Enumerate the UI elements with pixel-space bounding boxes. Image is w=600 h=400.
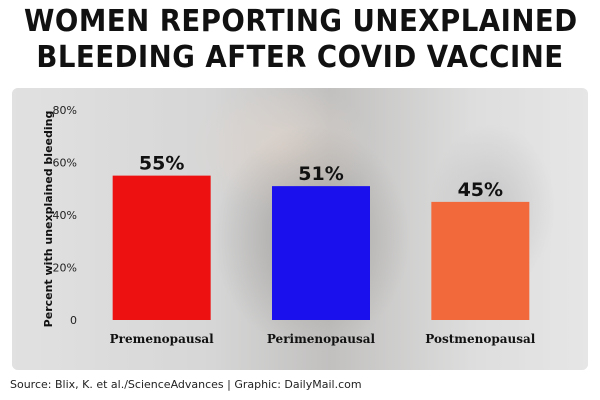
value-label: 45% <box>458 179 503 201</box>
x-tick-label: Perimenopausal <box>267 332 376 346</box>
bar <box>431 201 530 320</box>
y-tick-label: 20% <box>53 262 77 275</box>
value-label: 55% <box>139 153 184 175</box>
value-labels: 55% 51% 45% <box>139 153 503 201</box>
y-tick-label: 40% <box>53 209 77 222</box>
x-tick-label: Postmenopausal <box>425 332 535 346</box>
y-tick-label: 60% <box>53 157 77 170</box>
x-tick-label: Premenopausal <box>110 332 214 346</box>
y-axis-label-group: Percent with unexplained bleeding <box>42 111 55 328</box>
bar <box>272 186 370 320</box>
y-tick-labels: 0 20% 40% 60% 80% <box>53 104 77 327</box>
value-label: 51% <box>298 163 343 185</box>
title-line-1: WOMEN REPORTING UNEXPLAINED <box>24 4 578 39</box>
bar <box>112 175 211 320</box>
title-line-2: BLEEDING AFTER COVID VACCINE <box>36 40 564 75</box>
y-tick-label: 0 <box>70 314 77 327</box>
bars <box>112 175 530 320</box>
source-credit: Source: Blix, K. et al./ScienceAdvances … <box>10 378 362 391</box>
x-tick-labels: Premenopausal Perimenopausal Postmenopausa… <box>110 332 536 346</box>
y-tick-label: 80% <box>53 104 77 117</box>
y-axis-label: Percent with unexplained bleeding <box>42 111 55 328</box>
chart-title: WOMEN REPORTING UNEXPLAINED BLEEDING AFT… <box>0 0 600 82</box>
